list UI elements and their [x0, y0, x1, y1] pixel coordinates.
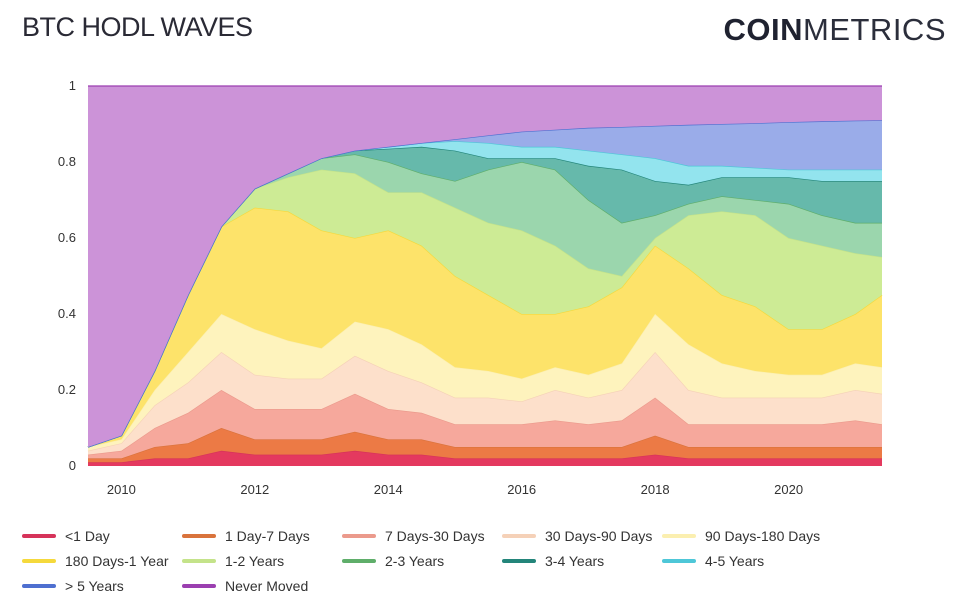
- x-tick-label: 2010: [107, 482, 136, 497]
- legend-item[interactable]: 4-5 Years: [662, 551, 842, 571]
- legend-swatch: [342, 559, 376, 563]
- legend-swatch: [182, 584, 216, 588]
- legend-item[interactable]: > 5 Years: [22, 576, 182, 596]
- legend-label: > 5 Years: [65, 578, 124, 594]
- legend-swatch: [182, 559, 216, 563]
- logo-bold: COIN: [723, 12, 803, 47]
- legend-label: 7 Days-30 Days: [385, 528, 485, 544]
- x-tick-label: 2014: [374, 482, 403, 497]
- legend-swatch: [502, 559, 536, 563]
- legend-label: 180 Days-1 Year: [65, 553, 169, 569]
- legend-label: 90 Days-180 Days: [705, 528, 821, 544]
- y-tick-label: 0.4: [58, 306, 76, 321]
- legend-swatch: [502, 534, 536, 538]
- legend-item[interactable]: Never Moved: [182, 576, 342, 596]
- legend-item[interactable]: 1-2 Years: [182, 551, 342, 571]
- legend-item[interactable]: 2-3 Years: [342, 551, 502, 571]
- logo-light: METRICS: [803, 12, 946, 47]
- y-tick-label: 1: [69, 78, 76, 93]
- chart-title: BTC HODL WAVES: [22, 12, 253, 42]
- x-axis-ticks: 2010 2012 2014 2016 2018 2020: [107, 482, 803, 497]
- area-30-days-90-days: [88, 352, 882, 455]
- legend-label: 1 Day-7 Days: [225, 528, 310, 544]
- stacked-areas: [87, 85, 883, 466]
- legend: <1 Day 1 Day-7 Days 7 Days-30 Days 30 Days-…: [22, 526, 942, 596]
- y-tick-label: 0.6: [58, 230, 76, 245]
- x-tick-label: 2020: [774, 482, 803, 497]
- legend-label: 1-2 Years: [225, 553, 285, 569]
- area-180-days-1-year: [88, 207, 882, 447]
- legend-label: <1 Day: [65, 528, 110, 544]
- area-4-5-years: [88, 141, 882, 447]
- legend-swatch: [22, 584, 56, 588]
- legend-swatch: [342, 534, 376, 538]
- legend-label: 4-5 Years: [705, 553, 765, 569]
- coinmetrics-logo: COINMETRICS: [724, 12, 947, 48]
- legend-swatch: [182, 534, 216, 538]
- legend-swatch: [22, 559, 56, 563]
- x-tick-label: 2012: [240, 482, 269, 497]
- legend-label: 3-4 Years: [545, 553, 605, 569]
- legend-swatch: [22, 534, 56, 538]
- area-never-moved: [88, 86, 882, 447]
- area-90-days-180-days: [88, 314, 882, 451]
- legend-item[interactable]: 90 Days-180 Days: [662, 526, 842, 546]
- y-tick-label: 0: [69, 458, 76, 473]
- legend-label: Never Moved: [225, 578, 309, 594]
- x-tick-label: 2018: [641, 482, 670, 497]
- area--5-years: [88, 120, 882, 447]
- hodl-waves-chart: 0 0.2 0.4 0.6 0.8 1 2010 2012 2014 2016 2018 2020: [58, 78, 883, 497]
- legend-item[interactable]: <1 Day: [22, 526, 182, 546]
- legend-swatch: [662, 559, 696, 563]
- x-tick-label: 2016: [507, 482, 536, 497]
- legend-item[interactable]: 1 Day-7 Days: [182, 526, 342, 546]
- area-1-2-years: [88, 169, 882, 447]
- legend-item[interactable]: 180 Days-1 Year: [22, 551, 182, 571]
- legend-label: 2-3 Years: [385, 553, 445, 569]
- legend-swatch: [662, 534, 696, 538]
- legend-label: 30 Days-90 Days: [545, 528, 653, 544]
- area-1-day-7-days: [88, 428, 882, 463]
- y-tick-label: 0.8: [58, 154, 76, 169]
- legend-item[interactable]: 7 Days-30 Days: [342, 526, 502, 546]
- legend-item[interactable]: 30 Days-90 Days: [502, 526, 662, 546]
- y-axis-ticks: 0 0.2 0.4 0.6 0.8 1: [58, 78, 76, 473]
- y-tick-label: 0.2: [58, 382, 76, 397]
- legend-item[interactable]: 3-4 Years: [502, 551, 662, 571]
- area-2-3-years: [88, 154, 882, 447]
